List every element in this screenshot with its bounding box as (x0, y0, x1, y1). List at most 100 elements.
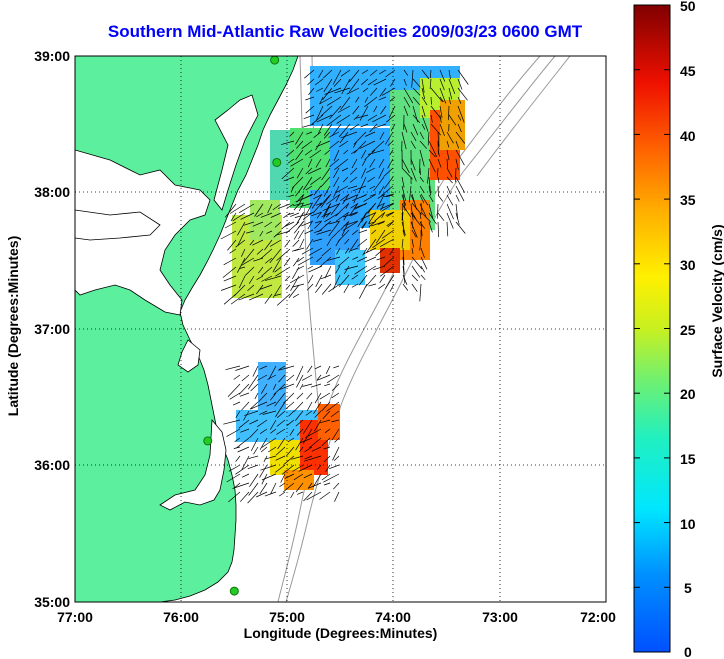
velocity-vector (367, 114, 378, 121)
velocity-vector (455, 176, 466, 193)
colorbar-tick-label: 50 (680, 0, 696, 14)
velocity-vector (402, 211, 404, 220)
colorbar-label: Surface Velocity (cm/s) (709, 224, 724, 378)
velocity-vector (316, 105, 324, 120)
velocity-vector (411, 274, 419, 282)
colorbar-tick-label: 35 (680, 192, 696, 208)
velocity-vector (340, 69, 351, 77)
velocity-vector (333, 455, 340, 462)
velocity-vector (240, 428, 250, 433)
velocity-vector (354, 202, 368, 210)
velocity-vector (368, 283, 377, 287)
velocity-vector (360, 212, 376, 220)
x-axis-label: Longitude (Degrees:Minutes) (243, 625, 438, 641)
velocity-vector (286, 203, 295, 209)
velocity-vector (305, 131, 313, 135)
velocity-vector (332, 167, 340, 179)
velocity-vector (439, 105, 443, 118)
velocity-vector (411, 69, 414, 88)
velocity-vector (254, 203, 264, 217)
velocity-vector (282, 482, 295, 493)
velocity-vector (303, 473, 313, 479)
velocity-vector (305, 428, 322, 438)
velocity-vector (284, 221, 295, 227)
velocity-vector (321, 437, 331, 447)
velocity-vector (296, 140, 304, 149)
velocity-vector (380, 203, 385, 211)
velocity-vector (247, 464, 259, 470)
velocity-vector (361, 78, 369, 86)
velocity-vector (274, 221, 282, 228)
velocity-vector (420, 211, 432, 223)
velocity-vector (411, 220, 414, 229)
velocity-vector (313, 131, 322, 138)
velocity-vector (248, 293, 264, 301)
velocity-vector (233, 446, 241, 449)
velocity-vector (389, 96, 396, 102)
velocity-vector (446, 194, 454, 206)
velocity-vector (314, 365, 322, 370)
velocity-vector (323, 185, 331, 197)
velocity-vector (279, 482, 286, 487)
velocity-vector (410, 158, 416, 171)
velocity-vector (288, 194, 295, 198)
velocity-vector (430, 96, 432, 105)
velocity-vector (296, 491, 304, 495)
velocity-vector (403, 87, 414, 104)
x-tick-label: 75:00 (269, 609, 305, 625)
velocity-vector (290, 158, 304, 167)
velocity-vector (267, 203, 273, 214)
velocity-vector (373, 105, 378, 113)
velocity-vector (349, 176, 358, 183)
velocity-vector (252, 239, 264, 246)
velocity-vector (419, 176, 424, 183)
velocity-vector (411, 256, 423, 270)
velocity-vector (224, 221, 237, 229)
velocity-vector (437, 185, 439, 197)
plot-frame (74, 55, 607, 603)
velocity-vector (372, 265, 386, 271)
velocity-vector (223, 275, 237, 282)
y-axis: 39:00 38:00 37:00 36:00 35:00 (34, 48, 70, 610)
velocity-vector (378, 185, 385, 195)
velocity-vector (428, 221, 433, 233)
velocity-vector (316, 374, 331, 381)
x-tick-label: 73:00 (482, 609, 518, 625)
velocity-vector (402, 283, 409, 291)
velocity-vector (369, 123, 378, 133)
velocity-vector (364, 96, 378, 108)
velocity-vector (455, 140, 460, 149)
colorbar-tick-label: 45 (680, 63, 696, 79)
velocity-vector (220, 230, 237, 240)
velocity-vector (250, 401, 268, 410)
velocity-vector (241, 257, 255, 266)
velocity-vector (411, 211, 417, 220)
velocity-vector (333, 365, 340, 369)
velocity-vector (247, 491, 259, 504)
velocity-vector (319, 392, 331, 400)
velocity-vector (334, 158, 349, 170)
velocity-vector (248, 455, 259, 459)
velocity-vector (249, 239, 255, 246)
velocity-vector (337, 256, 350, 267)
velocity-vector (412, 78, 421, 88)
velocity-vector (316, 256, 323, 262)
velocity-vector (381, 87, 396, 96)
velocity-vector (276, 419, 286, 427)
velocity-vector (361, 69, 369, 74)
velocity-vector (428, 149, 436, 158)
station-markers (203, 55, 282, 596)
velocity-vector (457, 123, 462, 133)
velocity-vector (241, 374, 250, 382)
velocity-vector (307, 365, 313, 373)
velocity-vector (298, 464, 313, 472)
velocity-vector (375, 229, 386, 244)
velocity-vector (428, 185, 431, 196)
velocity-vector (323, 123, 333, 136)
velocity-vector (387, 140, 394, 147)
velocity-vector (237, 446, 250, 453)
velocity-vector (369, 87, 378, 96)
velocity-vector (420, 202, 423, 212)
velocity-vector (307, 274, 314, 284)
station-marker (272, 157, 282, 167)
